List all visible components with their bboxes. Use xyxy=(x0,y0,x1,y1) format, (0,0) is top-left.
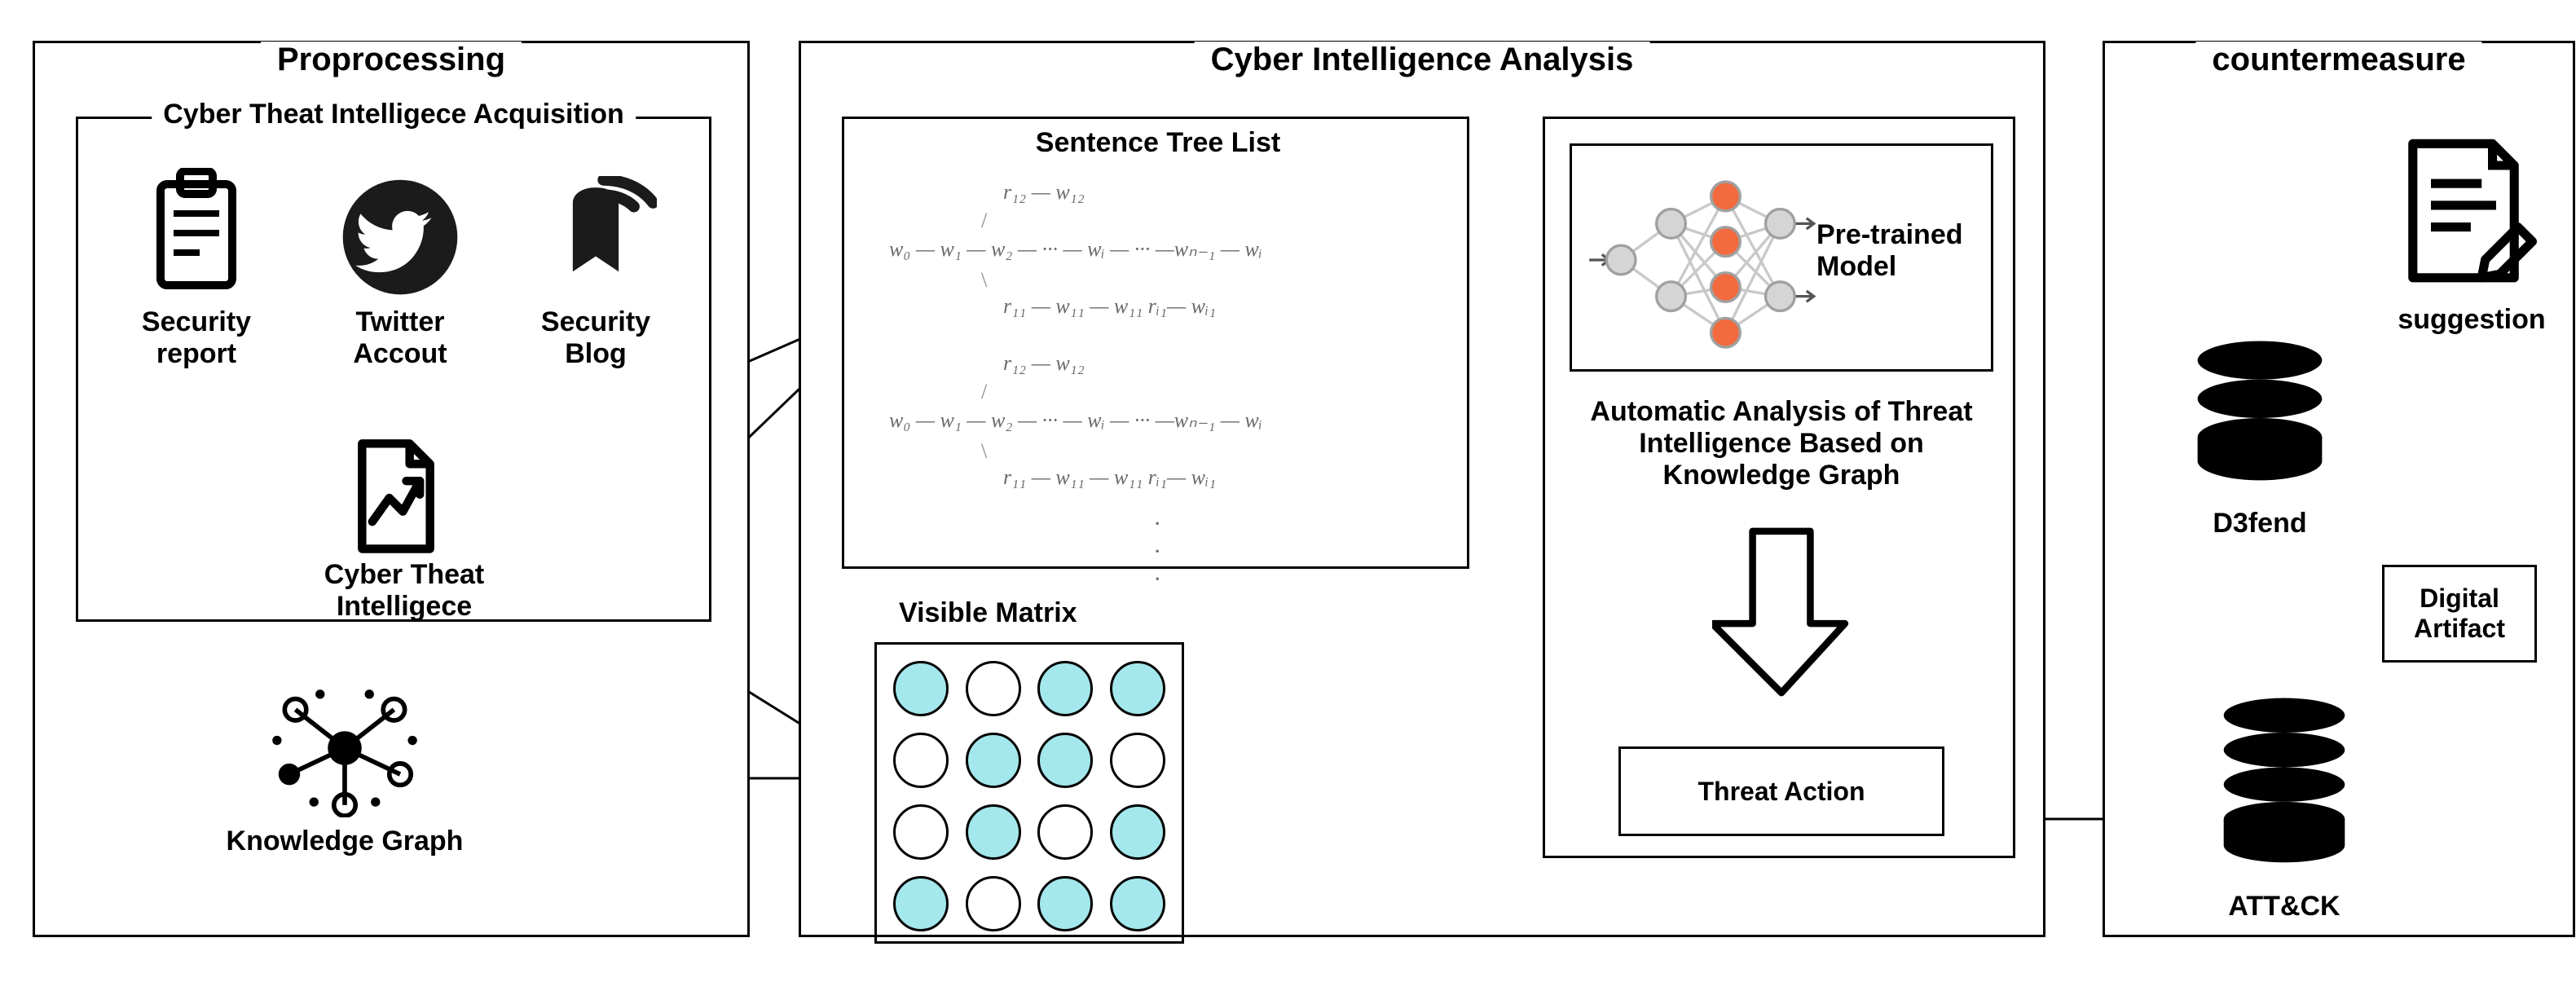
matrix-cell xyxy=(966,733,1021,788)
security-blog-label: SecurityBlog xyxy=(518,306,673,370)
blog-icon xyxy=(535,176,657,298)
pretrained-model-label: Pre-trainedModel xyxy=(1816,219,1988,283)
attack-db-icon xyxy=(2195,695,2374,883)
stree-line-4: w₀ — w₁ — w₂ — ··· — wᵢ — ··· —wₙ₋₁ — wᵢ xyxy=(889,408,1262,433)
stree-line-3: r₁₂ — w₁₂ xyxy=(1003,351,1085,376)
knowledge-graph-icon xyxy=(263,679,426,817)
digital-artifact-box: DigitalArtifact xyxy=(2382,565,2537,663)
matrix-cell xyxy=(1037,804,1093,860)
matrix-cell xyxy=(893,804,949,860)
security-report-label: Securityreport xyxy=(119,306,274,370)
stree-slash2: / xyxy=(981,380,987,404)
matrix-cell xyxy=(1110,876,1165,931)
digital-artifact-label: DigitalArtifact xyxy=(2414,583,2505,644)
knowledge-graph-label: Knowledge Graph xyxy=(206,826,483,857)
stree-bslash: \ xyxy=(981,268,987,293)
cti-file-icon xyxy=(339,437,453,559)
down-arrow-icon xyxy=(1712,518,1851,706)
matrix-cell xyxy=(966,876,1021,931)
panel-countermeasure: countermeasure suggestion D3fend xyxy=(2103,41,2575,937)
d3fend-label: D3fend xyxy=(2178,508,2341,539)
stree-line-0: r₁₂ — w₁₂ xyxy=(1003,180,1085,205)
stree-line-1: w₀ — w₁ — w₂ — ··· — wᵢ — ··· —wₙ₋₁ — wᵢ xyxy=(889,237,1262,262)
panel-analysis-title: Cyber Intelligence Analysis xyxy=(1195,42,1650,78)
matrix-cell xyxy=(1037,876,1093,931)
nn-card: Pre-trainedModel xyxy=(1570,143,1993,372)
acquisition-title: Cyber Theat Intelligece Acquisition xyxy=(152,99,636,130)
suggestion-label: suggestion xyxy=(2390,304,2553,336)
stree-bslash2: \ xyxy=(981,439,987,464)
matrix-cell xyxy=(1110,733,1165,788)
panel-analysis: Cyber Intelligence Analysis Sentence Tre… xyxy=(799,41,2045,937)
matrix-cell xyxy=(966,804,1021,860)
matrix-cell xyxy=(893,661,949,716)
attack-label: ATT&CK xyxy=(2195,891,2374,923)
neural-net-icon xyxy=(1580,166,1816,354)
visible-matrix xyxy=(874,642,1184,944)
matrix-cell xyxy=(1110,661,1165,716)
matrix-cell xyxy=(1110,804,1165,860)
stree-line-5: r₁₁ — w₁₁ — w₁₁ rᵢ₁— wᵢ₁ xyxy=(1003,465,1216,490)
auto-analysis-title: Automatic Analysis of ThreatIntelligence… xyxy=(1561,396,2001,491)
twitter-account-label: TwitterAccout xyxy=(323,306,478,370)
threat-action-box: Threat Action xyxy=(1618,746,1944,836)
clipboard-icon xyxy=(143,168,249,298)
document-icon xyxy=(2390,133,2537,296)
auto-analysis-box: Pre-trainedModel Automatic Analysis of T… xyxy=(1543,117,2015,858)
panel-preprocessing: Proprocessing Cyber Theat Intelligece Ac… xyxy=(33,41,750,937)
matrix-cell xyxy=(893,876,949,931)
stree-slash: / xyxy=(981,209,987,233)
matrix-cell xyxy=(1037,661,1093,716)
visible-matrix-title: Visible Matrix xyxy=(899,597,1127,629)
threat-action-label: Threat Action xyxy=(1698,777,1865,807)
matrix-cell xyxy=(1037,733,1093,788)
stree-line-2: r₁₁ — w₁₁ — w₁₁ rᵢ₁— wᵢ₁ xyxy=(1003,294,1216,319)
diagram-canvas: Proprocessing Cyber Theat Intelligece Ac… xyxy=(16,16,2576,966)
stree-dots: ··· xyxy=(1154,510,1160,593)
twitter-icon xyxy=(339,176,461,298)
matrix-cell xyxy=(893,733,949,788)
cti-label: Cyber TheatIntelligece xyxy=(298,559,510,623)
d3fend-db-icon xyxy=(2178,337,2341,500)
sentence-tree-title: Sentence Tree List xyxy=(1007,127,1309,159)
panel-preprocessing-title: Proprocessing xyxy=(261,42,522,78)
acquisition-box: Cyber Theat Intelligece Acquisition Secu… xyxy=(76,117,711,622)
matrix-cell xyxy=(966,661,1021,716)
sentence-tree-box: Sentence Tree List / r₁₂ — w₁₂ w₀ — w₁ —… xyxy=(842,117,1469,569)
panel-countermeasure-title: countermeasure xyxy=(2195,42,2481,78)
